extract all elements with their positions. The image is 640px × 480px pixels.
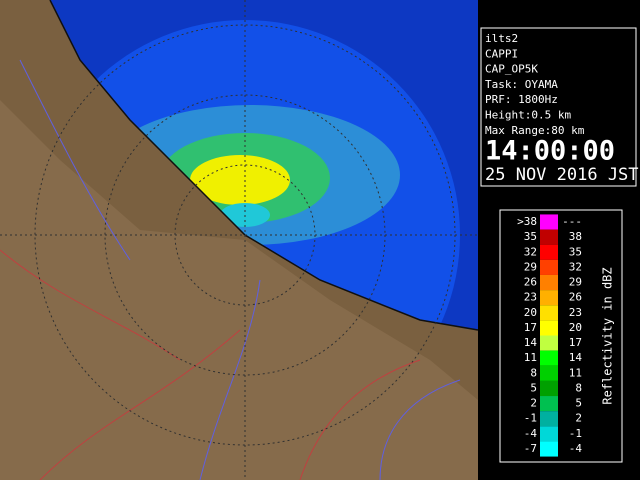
range-rings (0, 0, 478, 480)
legend-title: Reflectivity in dBZ (601, 267, 615, 404)
legend-low: 14 (524, 336, 538, 349)
legend-swatch (540, 426, 558, 442)
legend: >38 --- 35 38 32 35 29 32 26 29 23 26 20 23 17 20 14 17 11… (517, 214, 583, 457)
boundaries (0, 249, 421, 480)
legend-high: 2 (575, 412, 582, 425)
legend-low: 5 (530, 381, 537, 394)
legend-low: 32 (524, 245, 537, 258)
legend-high: 26 (569, 291, 582, 304)
legend-low: 20 (524, 306, 537, 319)
land-relief (0, 100, 478, 480)
legend-swatch (540, 441, 558, 457)
legend-high: 11 (569, 366, 582, 379)
legend-low: 2 (530, 397, 537, 410)
info-box (480, 27, 637, 187)
legend-box (499, 209, 623, 463)
legend-low: -1 (524, 412, 537, 425)
legend-swatch (540, 214, 558, 230)
legend-swatch (540, 320, 558, 336)
legend-high: 8 (575, 381, 582, 394)
rivers (19, 59, 461, 480)
legend-high: 17 (569, 336, 582, 349)
info-line: CAPPI (485, 47, 518, 60)
legend-high: -4 (569, 442, 583, 455)
echo-yellow (190, 155, 290, 205)
legend-low: 23 (524, 291, 537, 304)
legend-low: -7 (524, 442, 537, 455)
legend-low: 26 (524, 276, 537, 289)
legend-low: >38 (517, 215, 537, 228)
legend-high: 14 (569, 351, 583, 364)
info-line: ilts2 (485, 32, 518, 45)
legend-swatch (540, 259, 558, 275)
info-line: CAP_OP5K (485, 63, 538, 76)
info-line: Height:0.5 km (485, 109, 571, 122)
legend-high: -1 (569, 427, 582, 440)
legend-high: 38 (569, 230, 582, 243)
legend-swatch (540, 244, 558, 260)
date: 25 NOV 2016 JST (485, 165, 639, 185)
legend-low: 8 (530, 366, 537, 379)
legend-high: 29 (569, 276, 582, 289)
legend-low: 35 (524, 230, 537, 243)
legend-high: 5 (575, 397, 582, 410)
legend-swatch (540, 396, 558, 412)
info-text: ilts2 CAPPI CAP_OP5K Task: OYAMA PRF: 1800Hz… (485, 32, 585, 137)
time: 14:00:00 (485, 136, 615, 167)
legend-swatch (540, 305, 558, 321)
coastline (49, 0, 479, 331)
legend-swatch (540, 290, 558, 306)
info-line: Max Range:80 km (485, 124, 585, 137)
legend-low: 17 (524, 321, 537, 334)
legend-swatch (540, 350, 558, 366)
legend-swatch (540, 229, 558, 245)
legend-swatch (540, 274, 558, 291)
legend-swatch (540, 365, 558, 381)
legend-high: 35 (569, 245, 582, 258)
legend-low: 11 (524, 351, 537, 364)
legend-high: --- (562, 215, 582, 228)
legend-low: 29 (524, 260, 537, 273)
radar-map (0, 0, 479, 480)
legend-swatch (540, 380, 558, 397)
legend-high: 20 (569, 321, 582, 334)
info-line: Task: OYAMA (485, 78, 558, 91)
legend-high: 32 (569, 260, 582, 273)
legend-swatch (540, 411, 558, 427)
legend-high: 23 (569, 306, 582, 319)
legend-swatch (540, 335, 558, 351)
info-line: PRF: 1800Hz (485, 93, 558, 106)
legend-low: -4 (524, 427, 538, 440)
